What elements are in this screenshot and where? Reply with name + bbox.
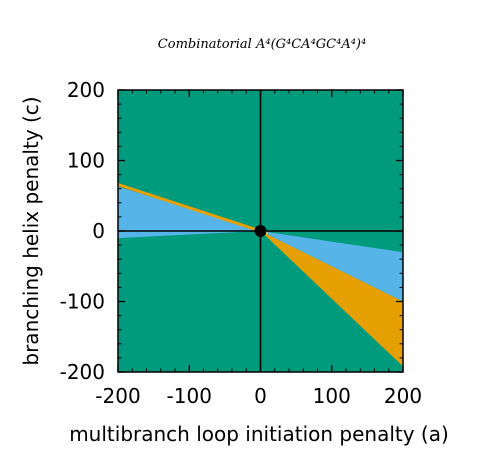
chart-title: Combinatorial A⁴(G⁴CA⁴GC⁴A⁴)⁴ xyxy=(158,37,366,52)
y-tick-label: 100 xyxy=(67,149,105,173)
y-tick-label: 200 xyxy=(67,78,105,102)
x-tick-label: 0 xyxy=(254,384,267,408)
x-tick-label: 200 xyxy=(384,384,422,408)
x-tick-label: -200 xyxy=(95,384,140,408)
region-1 xyxy=(118,186,261,239)
region-3 xyxy=(260,231,403,367)
y-tick-label: -200 xyxy=(60,360,105,384)
axis-ticks: -200 -100 0 100 200 -200 -100 0 100 200 xyxy=(60,78,422,408)
origin-marker xyxy=(254,225,267,237)
y-tick-label: 0 xyxy=(92,219,105,243)
x-tick-label: -100 xyxy=(167,384,212,408)
plot-area xyxy=(117,89,404,373)
y-tick-label: -100 xyxy=(60,290,105,314)
x-axis-label: multibranch loop initiation penalty (a) xyxy=(69,422,449,446)
boundary-line-1 xyxy=(117,183,261,233)
x-tick-label: 100 xyxy=(313,384,351,408)
y-axis-label: branching helix penalty (c) xyxy=(19,96,43,365)
